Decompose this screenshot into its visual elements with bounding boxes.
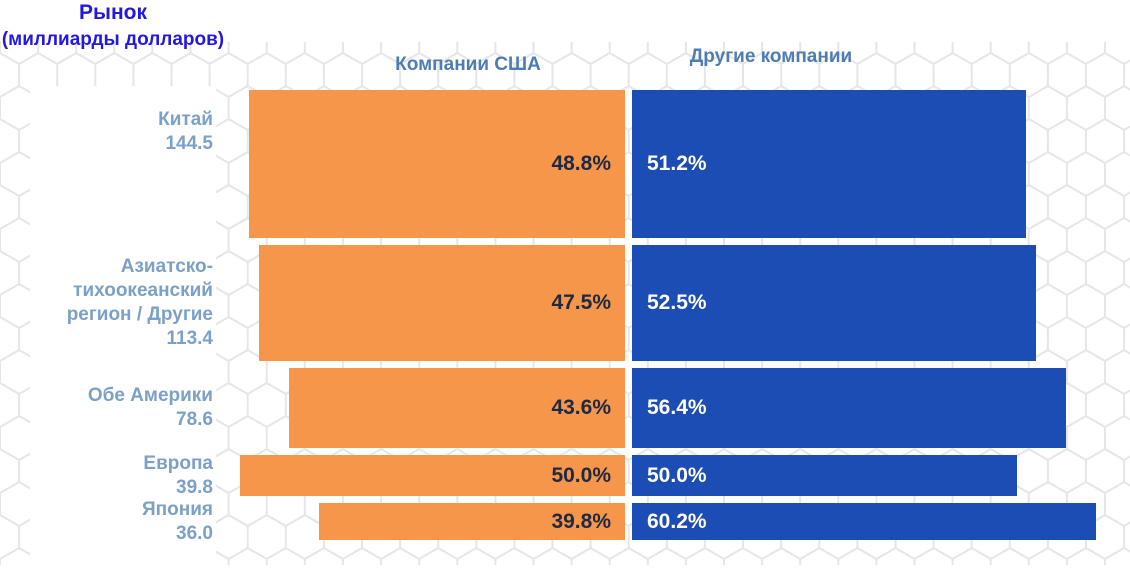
chart-row: Обе Америки 78.6 43.6% 56.4% (0, 368, 1130, 448)
other-bar-zone: 51.2% (632, 90, 1130, 238)
chart-row: Китай 144.5 48.8% 51.2% (0, 90, 1130, 238)
center-divider-gap (625, 503, 632, 540)
chart-row: Европа 39.8 50.0% 50.0% (0, 452, 1130, 498)
row-label-line: Обе Америки (87, 385, 213, 406)
other-bar-zone: 52.5% (632, 245, 1130, 361)
other-share-bar: 52.5% (632, 245, 1036, 361)
other-share-bar: 56.4% (632, 368, 1066, 448)
center-divider-gap (625, 455, 632, 496)
us-share-value: 43.6% (551, 396, 611, 419)
row-category-label: Азиатско-тихоокеанский регион / Другие 113… (0, 245, 215, 361)
row-label-line: Европа (143, 452, 213, 474)
row-category-label: Европа 39.8 (0, 452, 215, 498)
row-label-line: 113.4 (166, 328, 214, 349)
chart-row: Япония 36.0 39.8% 60.2% (0, 499, 1130, 544)
us-bar-zone: 43.6% (215, 368, 625, 448)
row-label-line: 78.6 (176, 409, 213, 430)
us-share-value: 47.5% (551, 291, 611, 314)
row-label-line: регион / Другие (66, 304, 213, 325)
other-share-value: 60.2% (647, 509, 707, 533)
row-label-line: 36.0 (176, 522, 213, 544)
us-share-value: 39.8% (551, 509, 611, 533)
other-share-value: 56.4% (647, 396, 707, 419)
other-share-value: 50.0% (647, 463, 707, 487)
chart-title: Рынок (79, 1, 147, 24)
column-header-us-companies: Компании США (395, 54, 541, 75)
center-divider-gap (625, 245, 632, 361)
us-bar-zone: 50.0% (215, 455, 625, 496)
other-bar-zone: 56.4% (632, 368, 1130, 448)
us-share-bar: 39.8% (319, 503, 625, 540)
row-label-line: Япония (142, 498, 213, 520)
other-share-value: 51.2% (647, 152, 707, 175)
chart-subtitle: (миллиарды долларов) (1, 29, 225, 50)
row-category-label: Обе Америки 78.6 (0, 368, 215, 448)
other-share-bar: 51.2% (632, 90, 1026, 238)
row-label-line: 39.8 (176, 476, 213, 498)
us-share-bar: 50.0% (240, 455, 625, 496)
us-bar-zone: 47.5% (215, 245, 625, 361)
other-share-value: 52.5% (647, 291, 707, 314)
center-divider-gap (625, 368, 632, 448)
us-share-bar: 48.8% (249, 90, 625, 238)
us-share-value: 50.0% (551, 463, 611, 487)
column-header-other-companies: Другие компании (689, 46, 853, 67)
row-category-label: Япония 36.0 (0, 499, 215, 544)
center-divider-gap (625, 90, 632, 238)
row-category-label: Китай 144.5 (0, 90, 215, 238)
us-share-bar: 47.5% (259, 245, 625, 361)
us-share-value: 48.8% (551, 152, 611, 175)
us-share-bar: 43.6% (289, 368, 625, 448)
other-share-bar: 50.0% (632, 455, 1017, 496)
other-bar-zone: 60.2% (632, 503, 1130, 540)
chart-row: Азиатско-тихоокеанский регион / Другие 113… (0, 245, 1130, 361)
row-label-line: тихоокеанский (73, 280, 213, 301)
rows: Китай 144.5 48.8% 51.2% Азиатско-тихоокеа… (0, 90, 1130, 547)
row-label-line: Азиатско- (120, 256, 213, 277)
us-bar-zone: 48.8% (215, 90, 625, 238)
row-label-line: 144.5 (165, 133, 213, 154)
other-share-bar: 60.2% (632, 503, 1096, 540)
label-panel-background (30, 86, 216, 565)
row-label-line: Китай (158, 109, 213, 130)
us-bar-zone: 39.8% (215, 503, 625, 540)
other-bar-zone: 50.0% (632, 455, 1130, 496)
